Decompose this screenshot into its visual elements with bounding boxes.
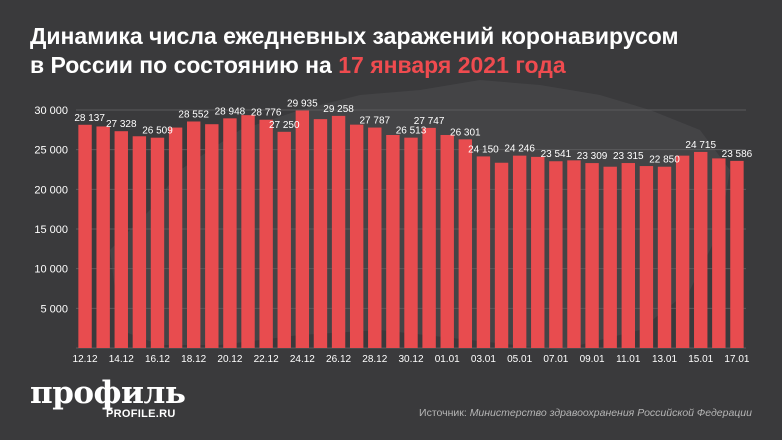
value-label: 28 137 <box>74 113 105 124</box>
x-axis: 12.12 14.12 16.12 18.12 20.12 22.12 24.12 26.12… <box>73 354 750 365</box>
bar-18.12 <box>187 121 201 349</box>
x-tick-label: 07.01 <box>543 354 568 365</box>
bar-24.12 <box>295 110 310 349</box>
bar-04.01 <box>494 162 509 348</box>
value-label: 27 328 <box>106 119 137 130</box>
bar-12.01 <box>639 166 654 348</box>
x-tick-label: 13.01 <box>652 354 677 365</box>
value-label: 22 850 <box>649 155 680 166</box>
y-axis: 5 000 10 000 15 000 20 000 25 000 30 000 <box>34 105 68 315</box>
x-tick-label: 17.01 <box>724 354 749 365</box>
bar-25.12 <box>313 119 328 348</box>
bar-11.01 <box>621 163 635 348</box>
bar-26.12 <box>331 115 346 348</box>
y-tick-label: 10 000 <box>34 264 68 276</box>
bar-03.01 <box>476 156 491 348</box>
bar-17.01 <box>730 160 744 348</box>
bar-27.12 <box>349 124 364 349</box>
value-label: 24 715 <box>685 140 716 151</box>
value-label: 24 150 <box>468 144 499 155</box>
y-tick-label: 5 000 <box>40 303 68 315</box>
chart-title: Динамика числа ежедневных заражений коро… <box>30 22 770 80</box>
value-label: 23 315 <box>613 151 644 162</box>
bar-02.01 <box>458 139 473 348</box>
bar-20.12 <box>223 118 237 349</box>
x-tick-label: 05.01 <box>507 354 532 365</box>
value-label: 23 309 <box>577 151 608 162</box>
value-label: 27 787 <box>359 116 390 127</box>
bar-08.01 <box>567 160 581 348</box>
x-tick-label: 14.12 <box>109 354 134 365</box>
y-tick-label: 15 000 <box>34 224 68 236</box>
bar-16.12 <box>150 137 165 348</box>
x-tick-label: 20.12 <box>217 354 242 365</box>
value-label: 23 541 <box>541 149 572 160</box>
bar-15.12 <box>132 136 147 348</box>
x-tick-label: 26.12 <box>326 354 351 365</box>
x-tick-label: 30.12 <box>398 354 423 365</box>
bar-31.12 <box>422 127 436 348</box>
bar-14.01 <box>675 155 690 348</box>
value-label: 29 258 <box>323 104 354 115</box>
x-tick-label: 22.12 <box>254 354 279 365</box>
value-label: 26 513 <box>396 126 427 137</box>
bar-07.01 <box>549 161 563 348</box>
bar-10.01 <box>603 166 617 348</box>
bar-23.12 <box>277 131 291 348</box>
y-tick-label: 20 000 <box>34 184 68 196</box>
title-date-highlight: 17 января 2021 года <box>338 52 566 78</box>
value-label: 28 552 <box>178 109 209 120</box>
source-note: Источник: Министерство здравоохранения Р… <box>419 407 752 419</box>
bar-12.12 <box>78 124 92 348</box>
source-text: Министерство здравоохранения Российской … <box>469 407 752 419</box>
y-tick-label: 30 000 <box>34 105 68 117</box>
bar-14.12 <box>114 131 128 348</box>
x-tick-label: 16.12 <box>145 354 170 365</box>
bars <box>78 110 744 349</box>
bar-28.12 <box>368 127 382 349</box>
value-label: 28 948 <box>215 106 246 117</box>
bar-21.12 <box>241 115 255 348</box>
value-label: 26 301 <box>450 127 481 138</box>
value-label: 24 246 <box>504 144 535 155</box>
x-tick-label: 03.01 <box>471 354 496 365</box>
x-tick-label: 15.01 <box>688 354 713 365</box>
title-line1: Динамика числа ежедневных заражений коро… <box>30 23 679 49</box>
value-label: 27 747 <box>414 116 445 127</box>
x-tick-label: 12.12 <box>73 354 98 365</box>
bar-01.01 <box>440 134 454 348</box>
bar-13.01 <box>657 166 672 348</box>
bar-19.12 <box>205 124 219 348</box>
value-label: 27 250 <box>269 120 300 131</box>
bar-06.01 <box>531 156 545 348</box>
title-line2-prefix: в России по состоянию на <box>30 52 332 78</box>
bar-15.01 <box>694 151 708 348</box>
x-tick-label: 18.12 <box>181 354 206 365</box>
bar-30.12 <box>404 137 418 348</box>
bar-13.12 <box>96 126 110 348</box>
source-label: Источник: <box>419 407 467 419</box>
x-tick-label: 28.12 <box>362 354 387 365</box>
profile-site-label: PROFILE.RU <box>106 408 176 420</box>
value-label: 29 935 <box>287 99 318 110</box>
bar-29.12 <box>386 134 400 348</box>
x-tick-label: 09.01 <box>580 354 605 365</box>
bar-22.12 <box>259 119 273 348</box>
bar-16.01 <box>712 158 726 348</box>
x-tick-label: 24.12 <box>290 354 315 365</box>
value-label: 23 586 <box>722 149 753 160</box>
value-label: 28 776 <box>251 108 282 119</box>
bar-17.12 <box>168 127 183 349</box>
y-tick-label: 25 000 <box>34 145 68 157</box>
bar-05.01 <box>512 155 527 348</box>
bar-09.01 <box>585 163 599 348</box>
profile-logo: профиль <box>30 375 186 411</box>
value-label: 26 509 <box>142 126 173 137</box>
x-tick-label: 01.01 <box>435 354 460 365</box>
x-tick-label: 11.01 <box>616 354 641 365</box>
